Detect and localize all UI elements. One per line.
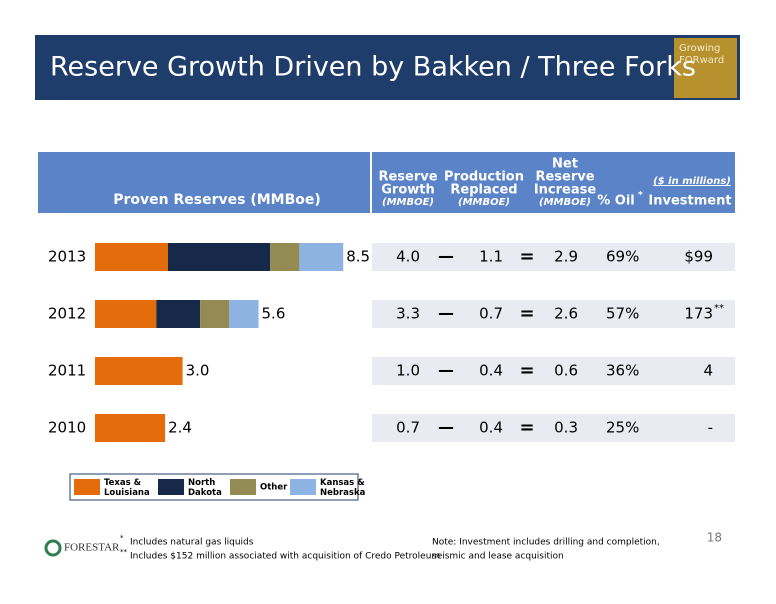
- company-logo: [44, 539, 62, 557]
- badge-text: FORward: [679, 55, 724, 66]
- legend-line: Texas &: [104, 478, 142, 488]
- table-cell: 3.3: [396, 305, 420, 323]
- table-cell: 4: [703, 362, 713, 380]
- logo-mark: [44, 539, 62, 557]
- column-note: ($ in millions): [653, 176, 731, 187]
- page-number: 18: [707, 531, 722, 545]
- header-band: [38, 152, 735, 213]
- badge-text: Growing: [679, 43, 720, 54]
- table-cell: 1.1: [479, 248, 503, 266]
- badge: [674, 38, 737, 98]
- table-cell: 2.6: [554, 305, 578, 323]
- category-label: 2012: [48, 305, 86, 323]
- bar-segment: [156, 300, 201, 328]
- bar-segment: [299, 243, 344, 271]
- table-cell: 1.0: [396, 362, 420, 380]
- row-band: [372, 414, 735, 442]
- table-cell: 57%: [606, 305, 639, 323]
- total-label: 5.6: [262, 305, 286, 323]
- operator: =: [519, 246, 534, 267]
- legend-swatch: [290, 479, 316, 495]
- operator: =: [519, 360, 534, 381]
- column-header: Net: [552, 157, 578, 172]
- table-cell: 25%: [606, 419, 639, 437]
- company-name: FORESTAR: [64, 542, 120, 554]
- table-cell: 4.0: [396, 248, 420, 266]
- note: Note: Investment includes drilling and c…: [432, 538, 660, 548]
- legend-line: Nebraska: [320, 488, 366, 498]
- legend-label: Other: [260, 483, 288, 493]
- chart-label: Proven Reserves (MMBoe): [113, 192, 321, 208]
- bar-segment: [200, 300, 230, 328]
- column-header: Growth: [381, 183, 435, 198]
- bar-segment: [95, 243, 168, 271]
- column-header: % Oil: [597, 194, 635, 209]
- note: seismic and lease acquisition: [432, 552, 564, 562]
- table-cell: 69%: [606, 248, 639, 266]
- operator: —: [438, 247, 454, 266]
- bar-segment: [270, 243, 300, 271]
- column-header: Increase: [534, 183, 597, 198]
- column-header: Production: [444, 170, 524, 185]
- row-band: [372, 300, 735, 328]
- legend-swatch: [158, 479, 184, 495]
- table-cell: 0.7: [396, 419, 420, 437]
- table-cell: 0.7: [479, 305, 503, 323]
- legend-line: Dakota: [188, 488, 222, 498]
- slide-title: Reserve Growth Driven by Bakken / Three …: [50, 52, 696, 83]
- table-cell: 0.6: [554, 362, 578, 380]
- table-cell: $99: [684, 248, 713, 266]
- column-header: Reserve: [535, 170, 594, 185]
- table-cell: 0.4: [479, 419, 503, 437]
- column-header: Replaced: [450, 183, 517, 198]
- operator: =: [519, 417, 534, 438]
- column-header: Reserve: [378, 170, 437, 185]
- total-label: 2.4: [168, 419, 192, 437]
- column-unit: (MMBOE): [382, 197, 434, 208]
- table-cell: 36%: [606, 362, 639, 380]
- legend-line: North: [188, 478, 215, 488]
- legend-line: Louisiana: [104, 488, 150, 498]
- column-header: Investment: [648, 194, 731, 209]
- operator: =: [519, 303, 534, 324]
- title-banner: [35, 35, 740, 100]
- bar-segment: [229, 300, 259, 328]
- total-label: 3.0: [186, 362, 210, 380]
- row-band: [372, 243, 735, 271]
- legend-line: Kansas &: [320, 478, 365, 488]
- legend-swatch: [74, 479, 100, 495]
- table-cell: 173: [684, 305, 713, 323]
- operator: —: [438, 304, 454, 323]
- legend-label: North Dakota: [188, 478, 222, 498]
- table-cell: 2.9: [554, 248, 578, 266]
- legend-label: Texas & Louisiana: [104, 478, 150, 498]
- column-unit: (MMBOE): [539, 197, 591, 208]
- table-cell: -: [708, 419, 713, 437]
- bar-segment: [95, 300, 157, 328]
- operator: —: [438, 361, 454, 380]
- row-band: [372, 357, 735, 385]
- footnote-mark: *: [120, 534, 124, 542]
- cell-mark: **: [714, 303, 724, 314]
- column-unit: (MMBOE): [458, 197, 510, 208]
- category-label: 2013: [48, 248, 86, 266]
- legend-swatch: [230, 479, 256, 495]
- category-label: 2010: [48, 419, 86, 437]
- bar-segment: [95, 414, 166, 442]
- bar-segment: [95, 357, 183, 385]
- header-mark: *: [638, 191, 643, 201]
- bar-segment: [168, 243, 271, 271]
- footnote: Includes $152 million associated with ac…: [130, 552, 440, 562]
- legend-label: Kansas & Nebraska: [320, 478, 366, 498]
- category-label: 2011: [48, 362, 86, 380]
- footnote-mark: **: [120, 548, 128, 556]
- footnote: Includes natural gas liquids: [130, 538, 254, 548]
- table-cell: 0.4: [479, 362, 503, 380]
- table-cell: 0.3: [554, 419, 578, 437]
- total-label: 8.5: [346, 248, 370, 266]
- operator: —: [438, 418, 454, 437]
